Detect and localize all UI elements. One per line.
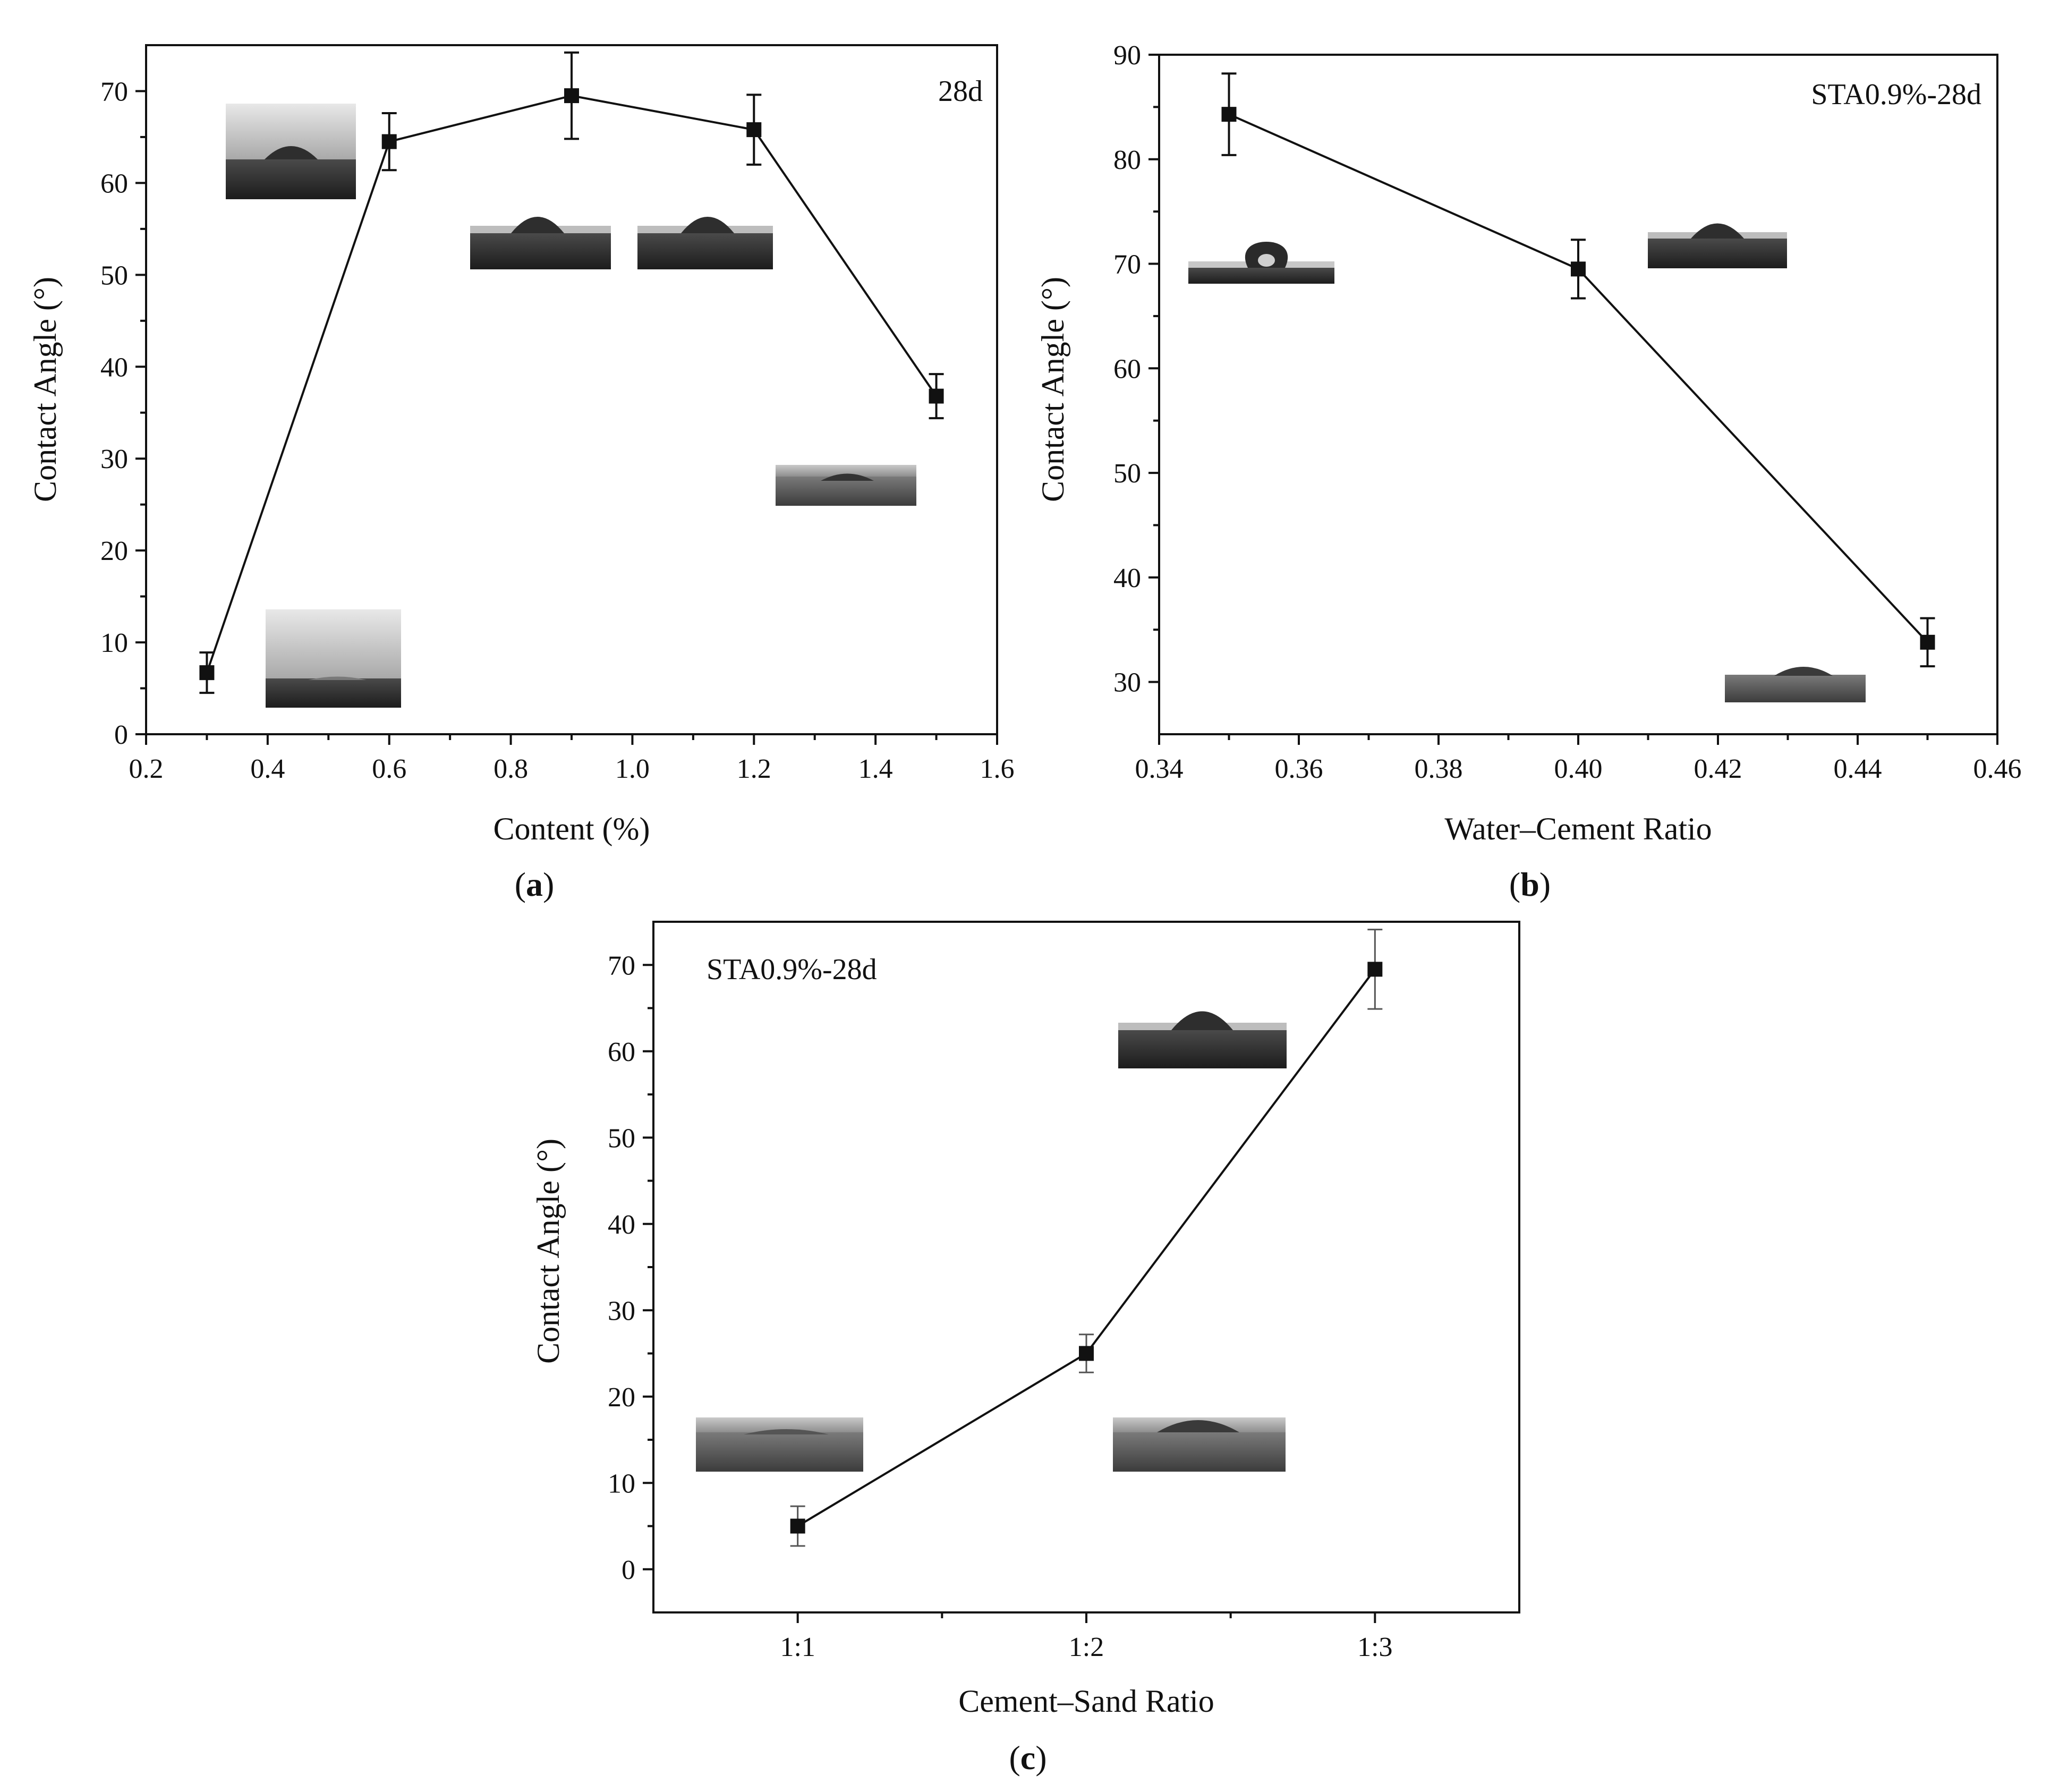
- y-tick-label: 10: [608, 1468, 635, 1499]
- panel-a-y-axis-title: Contact Angle (°): [28, 277, 63, 502]
- panel-a-insets: [226, 104, 916, 708]
- y-tick-label: 0: [114, 720, 128, 750]
- panel-b-x-axis-title: Water–Cement Ratio: [1444, 811, 1712, 846]
- data-point-marker: [1079, 1346, 1094, 1361]
- x-tick-label: 1.4: [858, 754, 893, 784]
- y-tick-label: 50: [608, 1123, 635, 1153]
- data-point-marker: [746, 122, 762, 138]
- droplet-inset-image: [776, 465, 916, 506]
- y-tick-label: 60: [100, 168, 128, 199]
- panel-b-plot-frame: [1158, 54, 1998, 735]
- data-point-marker: [1571, 261, 1586, 277]
- y-tick-label: 20: [100, 536, 128, 566]
- x-tick-label: 0.8: [494, 754, 528, 784]
- y-tick-label: 40: [100, 352, 128, 383]
- panel-c-annotation: STA0.9%-28d: [707, 953, 877, 986]
- y-tick-label: 60: [608, 1037, 635, 1067]
- x-tick-label: 1:2: [1069, 1632, 1104, 1662]
- panel-c-letter: c: [1020, 1739, 1035, 1777]
- y-tick-label: 50: [100, 260, 128, 291]
- y-tick-label: 0: [622, 1555, 635, 1585]
- panel-a-letter: a: [526, 865, 543, 903]
- panel-b-y-ticks: 30 40 50 60 70 80 90: [1113, 40, 1159, 698]
- panel-b-label: (b): [1509, 865, 1551, 903]
- panel-b-chart: 0.34 0.36 0.38 0.40 0.42 0.44 0.46 30 40 50 60 70 8…: [1035, 40, 2022, 903]
- y-tick-label: 40: [1113, 563, 1141, 593]
- x-tick-label: 0.36: [1275, 754, 1323, 784]
- data-point-marker: [1367, 962, 1383, 977]
- droplet-inset-image: [1648, 223, 1787, 268]
- droplet-inset-image: [637, 217, 773, 269]
- data-point-marker: [1221, 107, 1237, 122]
- panel-a-series: [199, 51, 944, 694]
- droplet-inset-image: [1113, 1417, 1286, 1472]
- x-tick-label: 0.2: [129, 754, 164, 784]
- panel-b-series: [1221, 72, 1935, 668]
- x-tick-label: 1.2: [737, 754, 771, 784]
- panel-b-x-ticks: 0.34 0.36 0.38 0.40 0.42 0.44 0.46: [1135, 734, 2022, 784]
- x-tick-label: 0.44: [1834, 754, 1882, 784]
- droplet-inset-image: [470, 217, 611, 269]
- panel-c-x-ticks: 1:1 1:2 1:3: [780, 1612, 1393, 1662]
- x-tick-label: 0.34: [1135, 754, 1184, 784]
- x-tick-label: 0.4: [250, 754, 285, 784]
- y-tick-label: 80: [1113, 145, 1141, 175]
- panel-b-annotation: STA0.9%-28d: [1811, 78, 1981, 111]
- panel-b-letter: b: [1520, 865, 1539, 903]
- data-point-marker: [564, 88, 579, 104]
- panel-b-insets: [1188, 223, 1866, 702]
- panel-a-x-ticks: 0.2 0.4 0.6 0.8 1.0 1.2 1.4 1.6: [129, 734, 1015, 784]
- panel-a-y-ticks: 0 10 20 30 40 50 60 70: [100, 77, 146, 750]
- y-tick-label: 70: [1113, 250, 1141, 280]
- panel-b-y-axis-title: Contact Angle (°): [1035, 277, 1070, 502]
- panel-c-x-axis-title: Cement–Sand Ratio: [958, 1684, 1214, 1719]
- series-line: [797, 969, 1376, 1527]
- panel-c-chart: 1:1 1:2 1:3 0 10 20 30 40 50 60 70 STA0.9%-28d Ce…: [531, 921, 1520, 1777]
- x-tick-label: 0.46: [1973, 754, 2022, 784]
- panel-c-y-ticks: 0 10 20 30 40 50 60 70: [608, 950, 653, 1585]
- data-point-marker: [199, 665, 215, 681]
- y-tick-label: 90: [1113, 40, 1141, 71]
- droplet-inset-image: [1118, 1011, 1287, 1068]
- x-tick-label: 1.6: [980, 754, 1015, 784]
- data-point-marker: [929, 388, 944, 404]
- droplet-inset-image: [1725, 667, 1866, 702]
- panel-c-label: (c): [1009, 1739, 1046, 1777]
- y-tick-label: 50: [1113, 458, 1141, 489]
- data-point-marker: [790, 1518, 805, 1534]
- droplet-inset-image: [266, 609, 401, 708]
- x-tick-label: 0.6: [372, 754, 406, 784]
- panel-a-label: (a): [515, 865, 555, 903]
- panel-a-x-axis-title: Content (%): [494, 811, 650, 846]
- y-tick-label: 30: [100, 444, 128, 474]
- panel-c-insets: [696, 1011, 1287, 1472]
- y-tick-label: 10: [100, 628, 128, 658]
- droplet-inset-image: [1188, 242, 1334, 284]
- droplet-inset-image: [696, 1417, 863, 1472]
- data-point-marker: [1920, 634, 1935, 650]
- y-tick-label: 60: [1113, 354, 1141, 384]
- panel-c-series: [790, 929, 1383, 1547]
- y-tick-label: 40: [608, 1210, 635, 1240]
- droplet-inset-image: [226, 104, 356, 199]
- x-tick-label: 1:3: [1357, 1632, 1392, 1662]
- x-tick-label: 1:1: [780, 1632, 815, 1662]
- y-tick-label: 20: [608, 1382, 635, 1413]
- panel-c-y-axis-title: Contact Angle (°): [531, 1139, 566, 1364]
- y-tick-label: 30: [1113, 668, 1141, 698]
- x-tick-label: 0.42: [1694, 754, 1742, 784]
- data-point-marker: [381, 134, 397, 149]
- panel-c-plot-frame: [652, 921, 1520, 1613]
- y-tick-label: 70: [100, 77, 128, 107]
- y-tick-label: 30: [608, 1296, 635, 1326]
- panel-a-chart: 0.2 0.4 0.6 0.8 1.0 1.2 1.4 1.6 0 10 20 30 40 50 60 70…: [28, 44, 1015, 903]
- series-line: [1228, 113, 1928, 643]
- x-tick-label: 0.40: [1554, 754, 1603, 784]
- panel-a-annotation: 28d: [938, 75, 983, 108]
- y-tick-label: 70: [608, 950, 635, 981]
- x-tick-label: 1.0: [615, 754, 650, 784]
- x-tick-label: 0.38: [1415, 754, 1463, 784]
